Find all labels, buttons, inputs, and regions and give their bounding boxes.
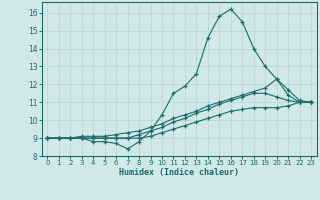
X-axis label: Humidex (Indice chaleur): Humidex (Indice chaleur) — [119, 168, 239, 177]
